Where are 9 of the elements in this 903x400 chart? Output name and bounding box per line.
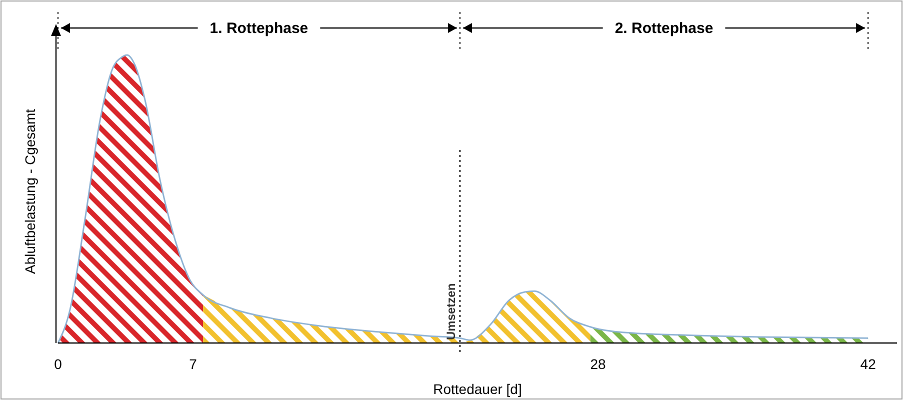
text: 2. Rottephase [614, 20, 714, 37]
x-tick-label: 28 [590, 356, 606, 372]
ref-line-label: Umsetzen [444, 283, 458, 340]
x-axis-title: Rottedauer [d] [433, 381, 522, 397]
x-tick-label: 42 [860, 356, 876, 372]
y-axis-title: Abluftbelastung - Cgesamt [22, 108, 38, 274]
text: 1. Rottephase [210, 20, 308, 37]
x-tick-label: 0 [54, 356, 62, 372]
x-tick-label: 7 [189, 356, 198, 372]
